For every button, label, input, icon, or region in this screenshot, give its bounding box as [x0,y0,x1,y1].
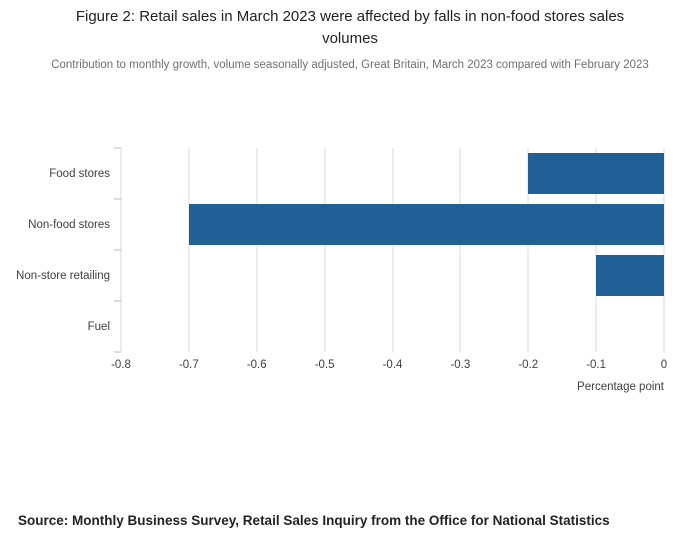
x-tick-label: 0 [660,359,668,371]
gridline [595,148,597,352]
x-tick-label: -0.7 [178,359,199,371]
gridline [120,148,122,352]
bar-non-food-stores [188,204,664,245]
bar-non-store-retailing [596,255,664,296]
source-note: Source: Monthly Business Survey, Retail … [18,513,610,528]
y-tick [114,147,121,149]
plot-area: -0.8 -0.7 -0.6 -0.5 -0.4 -0.3 -0.2 -0.1 0 Food st… [16,147,667,371]
category-label: Food stores [49,167,110,180]
gridline [663,148,665,352]
gridline [527,148,529,352]
x-tick-label: -0.1 [586,359,607,371]
gridline [324,148,326,352]
category-label: Non-food stores [28,218,110,231]
chart-subtitle: Contribution to monthly growth, volume s… [51,59,649,71]
gridline [256,148,258,352]
y-tick [114,198,121,200]
chart-title: Figure 2: Retail sales in March 2023 wer… [75,8,625,47]
x-axis-label: Percentage point [577,381,664,393]
x-tick-label: -0.8 [111,359,131,371]
x-tick-label: -0.6 [246,359,267,371]
bar-food-stores [528,153,664,194]
gridline [459,148,461,352]
gridline [392,148,393,352]
category-label: Non-store retailing [16,269,110,282]
y-tick [114,351,121,353]
x-tick-label: -0.4 [382,359,403,371]
y-tick [114,249,121,251]
x-tick-label: -0.2 [518,359,539,371]
x-tick-label: -0.5 [314,359,335,371]
category-label: Fuel [87,320,110,333]
y-tick [114,300,121,302]
gridline [188,148,190,352]
x-tick-label: -0.3 [450,359,471,371]
